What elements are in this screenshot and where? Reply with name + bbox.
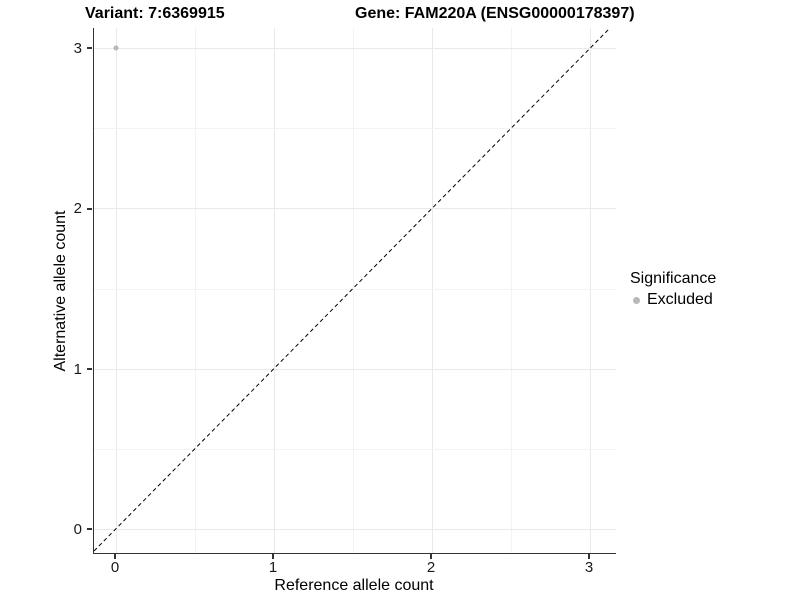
gridline-major-v xyxy=(116,28,117,553)
y-axis-tick xyxy=(87,528,92,530)
x-axis-tick xyxy=(588,554,590,559)
legend-item-excluded: Excluded xyxy=(630,291,716,309)
chart-title-gene: Gene: FAM220A (ENSG00000178397) xyxy=(355,5,635,22)
legend-item-label: Excluded xyxy=(647,291,713,308)
x-tick-label: 1 xyxy=(268,559,278,576)
x-axis-tick xyxy=(272,554,274,559)
y-tick-label: 2 xyxy=(73,200,82,217)
legend: Significance Excluded xyxy=(630,270,716,309)
gridline-major-v xyxy=(274,28,275,553)
y-tick-label: 1 xyxy=(73,361,82,378)
x-tick-label: 0 xyxy=(110,559,120,576)
gridline-minor-v xyxy=(195,28,196,553)
y-tick-label: 0 xyxy=(73,521,82,538)
x-tick-label: 2 xyxy=(426,559,436,576)
gridline-minor-v xyxy=(511,28,512,553)
data-point-excluded xyxy=(113,45,119,51)
y-tick-label: 3 xyxy=(73,40,82,57)
chart-title-variant: Variant: 7:6369915 xyxy=(85,5,225,22)
gridline-major-v xyxy=(590,28,591,553)
gridline-major-h xyxy=(94,369,616,370)
plot-panel xyxy=(93,28,616,554)
legend-title: Significance xyxy=(630,270,717,287)
gridline-major-h xyxy=(94,48,616,49)
gridline-minor-v xyxy=(353,28,354,553)
y-axis-tick xyxy=(87,47,92,49)
x-axis-tick xyxy=(114,554,116,559)
x-axis-tick xyxy=(430,554,432,559)
gridline-minor-h xyxy=(94,128,616,129)
gridline-minor-h xyxy=(94,289,616,290)
y-axis-tick xyxy=(87,208,92,210)
identity-dashed-line xyxy=(94,28,611,552)
gridline-major-h xyxy=(94,529,616,530)
x-axis-title: Reference allele count xyxy=(274,577,434,594)
y-axis-title: Alternative allele count xyxy=(52,210,69,372)
x-tick-label: 3 xyxy=(584,559,594,576)
gridline-minor-h xyxy=(94,449,616,450)
gridline-major-v xyxy=(432,28,433,553)
gridline-major-h xyxy=(94,208,616,209)
legend-point-icon xyxy=(633,296,640,304)
y-axis-tick xyxy=(87,368,92,370)
